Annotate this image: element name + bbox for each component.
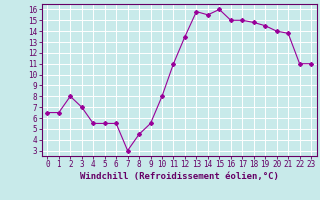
X-axis label: Windchill (Refroidissement éolien,°C): Windchill (Refroidissement éolien,°C)	[80, 172, 279, 181]
